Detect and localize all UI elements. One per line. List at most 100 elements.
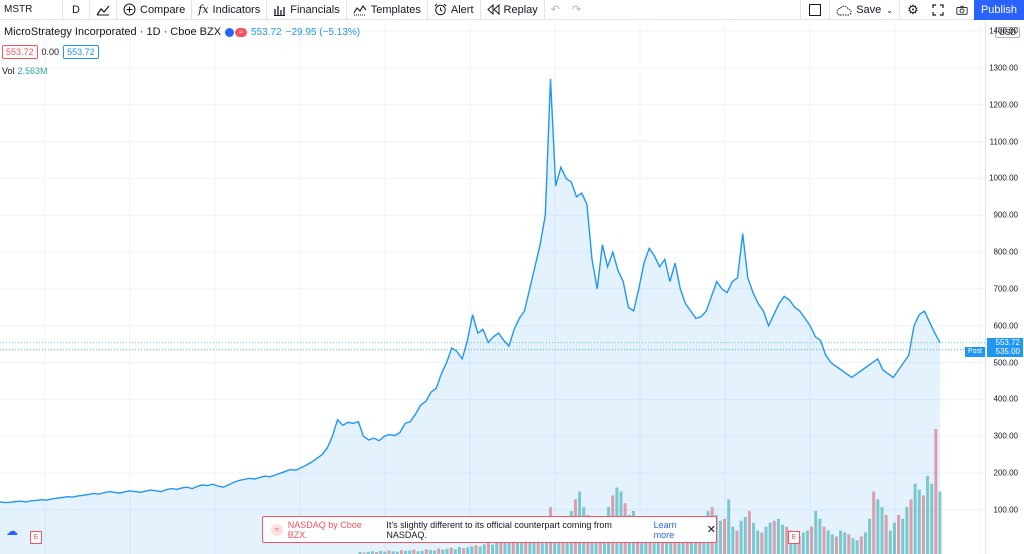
volume-bar [772,520,776,554]
volume-bar [466,547,470,554]
volume-bar [752,522,756,554]
earnings-badge[interactable]: E [788,531,800,544]
volume-bar [888,530,892,554]
volume-bar [420,550,424,554]
save-button[interactable]: Save ⌄ [830,0,899,20]
volume-bar [735,530,739,554]
volume-bar [520,536,524,554]
volume-bar [681,536,685,554]
volume-bar [760,532,764,554]
redo-button[interactable]: ↷ [566,0,587,20]
volume-bar [718,520,722,554]
volume-bar [855,540,859,554]
cloud-icon [836,5,852,15]
financials-icon [274,5,286,16]
volume-bar [499,540,503,554]
compare-label: Compare [140,3,186,16]
price-tick-label: 300.00 [993,431,1018,441]
volume-bar [897,514,901,554]
alert-button[interactable]: Alert [428,0,480,20]
last-price: 553.72 [251,26,282,38]
tradingview-logo-icon[interactable]: ☁ [6,524,18,538]
bid-ask-row: 553.72 0.00 553.72 [2,45,99,59]
publish-button[interactable]: Publish [974,0,1024,20]
camera-icon [956,5,968,15]
volume-legend[interactable]: Vol 2.563M [2,66,48,76]
volume-bar [776,518,780,554]
volume-bar [905,507,909,554]
alert-label: Alert [450,3,474,16]
learn-more-link[interactable]: Learn more [653,519,677,540]
chart-type-button[interactable] [90,0,116,20]
notice-message: It's slightly different to its official … [386,519,612,540]
price-chart[interactable] [0,21,986,554]
volume-bar [524,534,528,554]
volume-bar [876,499,880,554]
sell-price[interactable]: 553.72 [2,45,38,59]
divider [191,0,193,20]
volume-bar [834,536,838,554]
volume-bar [379,550,383,554]
price-tick-label: 1100.00 [989,137,1018,147]
volume-bar [781,524,785,554]
interval-button[interactable]: D [63,0,89,20]
volume-bar [826,530,830,554]
chevron-down-icon: ⌄ [886,5,893,15]
volume-bar [486,543,490,554]
buy-price[interactable]: 553.72 [63,45,99,59]
price-tick-label: 700.00 [993,284,1018,294]
symbol-title[interactable]: MicroStrategy Incorporated · 1D · Cboe B… [4,26,222,38]
volume-bar [756,530,760,554]
volume-bar [441,549,445,554]
fullscreen-button[interactable] [926,0,950,20]
compare-button[interactable]: Compare [117,0,191,20]
volume-bar [921,495,925,554]
top-toolbar: MSTR D Compare fx Indicators Financials … [0,0,1024,20]
volume-bar [785,526,789,554]
replay-label: Replay [503,3,538,16]
volume-bar [863,532,867,554]
volume-bar [408,550,412,554]
replay-button[interactable]: Replay [481,0,544,20]
volume-bar [424,549,428,554]
volume-bar [818,518,822,554]
templates-button[interactable]: Templates [347,0,427,20]
volume-bar [930,483,934,554]
templates-icon [353,4,367,15]
volume-bar [437,548,441,554]
fullscreen-icon [932,4,944,16]
volume-bar [739,520,743,554]
volume-bar [532,532,536,554]
volume-bar [404,550,408,554]
volume-bar [445,548,449,554]
earnings-badge[interactable]: E [30,531,42,544]
settings-button[interactable]: ⚙ [900,0,926,20]
currency-button[interactable]: USD [995,27,1020,38]
volume-bar [362,552,366,554]
volume-bar [727,499,731,554]
volume-bar [723,518,727,554]
price-axis[interactable]: USD 1400.00 1300.00 1200.00 1100.00 1000.00 9… [985,21,1024,554]
snapshot-button[interactable] [950,0,974,20]
volume-bar [810,526,814,554]
layout-button[interactable] [801,0,829,20]
undo-button[interactable]: ↶ [545,0,566,20]
volume-bar [938,491,942,554]
volume-bar [731,526,735,554]
volume-label: Vol [2,66,15,76]
indicators-label: Indicators [212,3,261,16]
financials-button[interactable]: Financials [267,0,346,20]
data-source-badge[interactable]: ≈ [225,27,248,37]
volume-bar [880,507,884,554]
volume-bar [395,551,399,554]
indicators-button[interactable]: fx Indicators [192,0,266,20]
divider [899,0,900,20]
symbol-search[interactable]: MSTR [0,0,62,20]
plus-circle-icon [123,3,136,16]
last-price-tag: 553.72 [987,337,1023,348]
blue-dot-icon [225,27,235,37]
divider [89,0,90,20]
chart-grid [0,21,986,554]
close-icon[interactable]: ✕ [706,524,716,536]
volume-bar [482,544,486,554]
